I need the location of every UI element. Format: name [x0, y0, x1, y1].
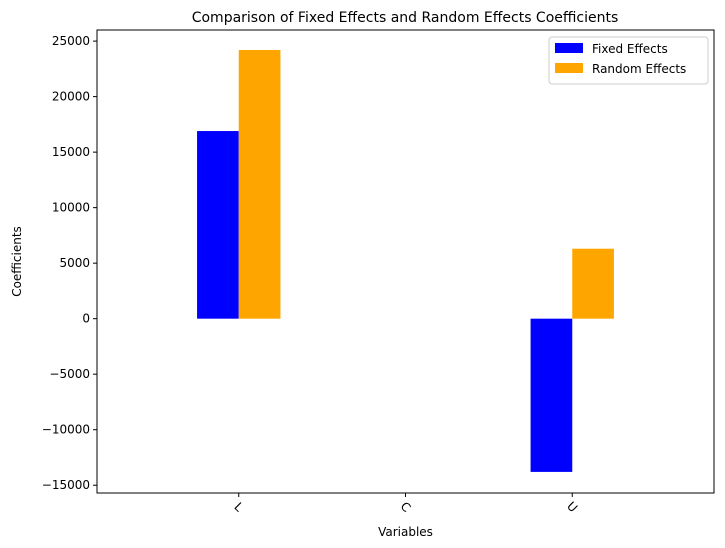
chart-title: Comparison of Fixed Effects and Random E…: [192, 10, 619, 26]
bar-random-effects-u: [572, 248, 614, 319]
bars-layer: [197, 49, 614, 472]
y-tick-label: −10000: [42, 423, 90, 437]
x-axis-label: Variables: [378, 525, 433, 539]
y-tick-label: 0: [82, 312, 90, 326]
y-axis-label: Coefficients: [10, 226, 24, 297]
y-tick-label: 20000: [52, 90, 90, 104]
legend-swatch: [555, 63, 583, 73]
bar-fixed-effects-u: [530, 318, 573, 472]
legend-label: Random Effects: [592, 62, 686, 76]
plot-frame: [96, 29, 715, 494]
x-tick-label: C: [398, 499, 414, 515]
y-tick-label: −15000: [42, 478, 90, 492]
legend-label: Fixed Effects: [592, 42, 668, 56]
y-tick-label: −5000: [49, 367, 90, 381]
y-tick-label: 10000: [52, 201, 90, 215]
y-axis: −15000 −10000 −5000 0 5000 10000 15000 20000 250…: [42, 34, 97, 492]
y-tick-label: 25000: [52, 34, 90, 48]
legend: Fixed Effects Random Effects: [548, 36, 709, 85]
bar-random-effects-l: [238, 49, 281, 319]
y-tick-label: 5000: [59, 256, 90, 270]
x-tick-label: U: [564, 499, 580, 515]
x-tick-label: L: [231, 500, 246, 515]
legend-box: [548, 36, 709, 85]
y-tick-label: 15000: [52, 145, 90, 159]
legend-swatch: [555, 43, 583, 53]
bar-fixed-effects-l: [197, 131, 239, 319]
